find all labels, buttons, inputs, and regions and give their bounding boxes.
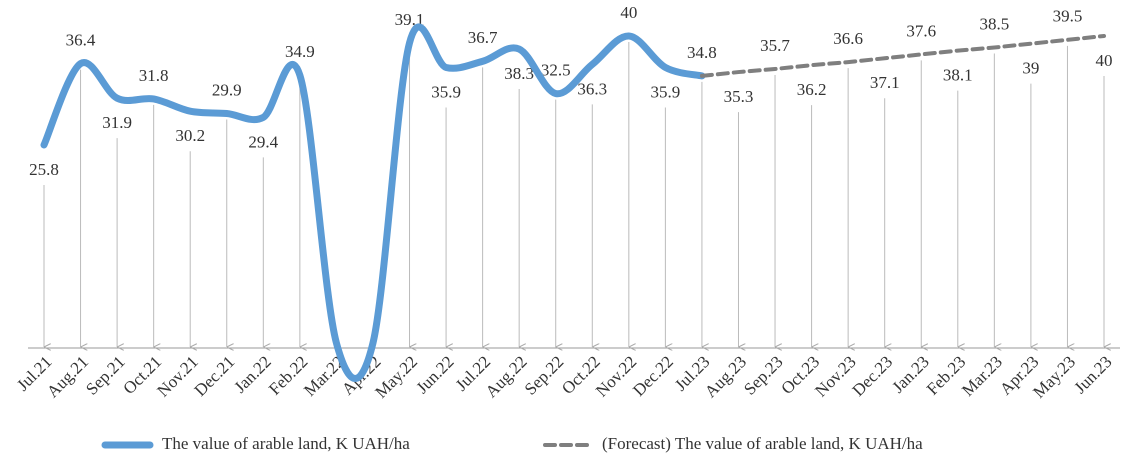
- data-label: 25.8: [29, 160, 59, 179]
- series-line: [699, 34, 1106, 78]
- x-tick-label: Nov.21: [153, 352, 201, 400]
- x-tick-label: Jun.22: [412, 352, 457, 397]
- x-tick-label: Dec.21: [191, 352, 239, 400]
- data-label: 40: [1096, 51, 1113, 70]
- data-label: 35.3: [724, 87, 754, 106]
- data-label: 35.9: [651, 82, 681, 101]
- legend-label: The value of arable land, K UAH/ha: [162, 434, 410, 453]
- data-label: 36.7: [468, 28, 498, 47]
- series-line: [40, 23, 706, 382]
- data-label: 34.9: [285, 42, 315, 61]
- data-label: 36.2: [797, 80, 827, 99]
- x-tick-label: Dec.23: [848, 352, 896, 400]
- data-label: 29.4: [248, 132, 278, 151]
- data-label: 37.6: [906, 21, 936, 40]
- x-tick-label: Jun.23: [1070, 352, 1115, 397]
- x-tick-label: Dec.22: [629, 352, 677, 400]
- x-tick-label: May.23: [1029, 352, 1079, 402]
- data-label: 30.2: [175, 126, 205, 145]
- x-tick-label: Jan.22: [230, 352, 274, 396]
- x-tick-label: Sep.21: [82, 352, 128, 398]
- x-tick-label: Sep.23: [740, 352, 786, 398]
- x-tick-label: May.22: [371, 352, 421, 402]
- data-label: 37.1: [870, 73, 900, 92]
- data-label: 29.9: [212, 80, 242, 99]
- data-label: 35.7: [760, 36, 790, 55]
- legend-label: (Forecast) The value of arable land, K U…: [602, 434, 923, 453]
- data-label: 38.3: [504, 64, 534, 83]
- data-label: 31.9: [102, 113, 132, 132]
- x-tick-label: Aug.23: [701, 352, 750, 401]
- x-tick-label: Aug.22: [482, 352, 531, 401]
- x-tick-label: Mar.23: [958, 352, 1006, 400]
- data-label: 36.6: [833, 29, 863, 48]
- data-label: 38.5: [979, 14, 1009, 33]
- data-label: 38.1: [943, 65, 973, 84]
- data-label: 39.5: [1053, 7, 1083, 26]
- x-tick-label: Nov.22: [592, 352, 640, 400]
- x-tick-label: Aug.21: [43, 352, 92, 401]
- data-label: 35.9: [431, 82, 461, 101]
- data-label: 31.8: [139, 66, 169, 85]
- data-label: 39: [1022, 59, 1039, 78]
- data-label: 36.3: [577, 79, 607, 98]
- x-tick-label: Nov.23: [811, 352, 859, 400]
- data-label: 40: [620, 3, 637, 22]
- x-tick-label: Jan.23: [888, 352, 932, 396]
- data-label: 34.8: [687, 43, 717, 62]
- x-tick-label: Sep.22: [521, 352, 567, 398]
- data-label: 36.4: [66, 31, 96, 50]
- data-label: 32.5: [541, 60, 571, 79]
